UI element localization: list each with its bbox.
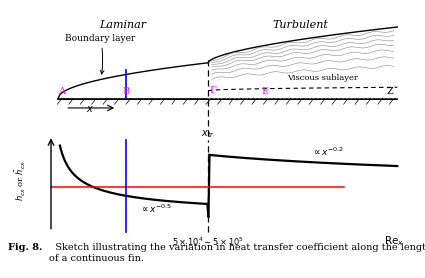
Text: Boundary layer: Boundary layer <box>65 34 136 74</box>
Text: Laminar: Laminar <box>99 19 146 29</box>
Text: $x_{tr}$: $x_{tr}$ <box>201 128 215 140</box>
Text: B: B <box>122 87 130 96</box>
Text: Viscous sublayer: Viscous sublayer <box>287 74 358 82</box>
Text: $\propto x^{-0.2}$: $\propto x^{-0.2}$ <box>312 146 344 158</box>
Text: E: E <box>262 87 269 96</box>
Text: $x$: $x$ <box>86 104 94 114</box>
Text: Fig. 8.: Fig. 8. <box>8 243 43 252</box>
Text: $\mathrm{Re}_{x}$: $\mathrm{Re}_{x}$ <box>384 234 405 248</box>
Text: Γ: Γ <box>210 86 217 95</box>
Text: Turbulent: Turbulent <box>273 19 329 29</box>
Text: $\propto x^{-0.5}$: $\propto x^{-0.5}$ <box>140 203 173 215</box>
Text: A: A <box>58 87 65 96</box>
Text: $h_{cx}$ or $\bar{h}_{cx}$: $h_{cx}$ or $\bar{h}_{cx}$ <box>14 160 28 201</box>
Text: Sketch illustrating the variation in heat transfer coefficient along the length
: Sketch illustrating the variation in hea… <box>49 243 425 263</box>
Text: $5 \times 10^4 - 5 \times 10^5$: $5 \times 10^4 - 5 \times 10^5$ <box>172 235 244 248</box>
Text: Z: Z <box>387 87 394 96</box>
